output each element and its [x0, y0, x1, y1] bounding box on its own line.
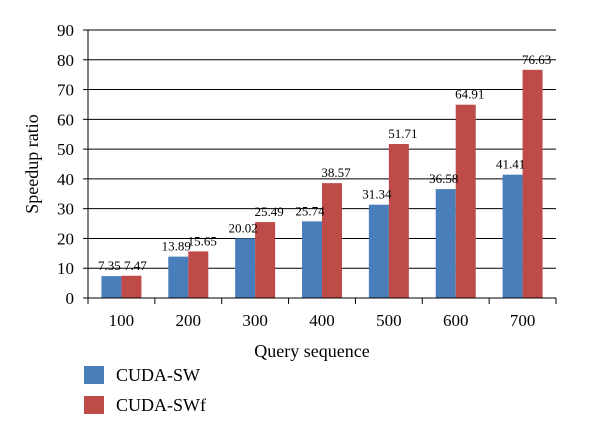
bar-cuda-sw [168, 256, 189, 298]
legend-swatch [84, 396, 104, 414]
y-tick-label: 60 [57, 110, 74, 129]
bar-cuda-sw [435, 189, 456, 298]
data-label: 36.58 [429, 171, 458, 186]
y-tick-label: 80 [57, 51, 74, 70]
data-label: 25.49 [255, 204, 284, 219]
y-tick-label: 70 [57, 81, 74, 100]
bars [101, 69, 543, 298]
bar-cuda-swf [522, 69, 543, 298]
y-tick-label: 50 [57, 140, 74, 159]
bar-cuda-swf [388, 144, 409, 298]
legend-swatch [84, 366, 104, 384]
data-label: 31.34 [362, 187, 392, 202]
legend-label: CUDA-SWf [116, 395, 206, 415]
x-axis-title: Query sequence [254, 341, 369, 361]
data-label: 15.65 [188, 233, 217, 248]
x-tick-label: 600 [443, 311, 469, 330]
data-label: 51.71 [388, 126, 417, 141]
bar-cuda-sw [235, 238, 256, 298]
y-tick-label: 0 [66, 289, 75, 308]
y-tick-label: 30 [57, 200, 74, 219]
y-axis-title: Speedup ratio [22, 114, 42, 213]
y-tick-labels: 0 10 20 30 40 50 60 70 80 90 [57, 21, 74, 308]
data-label: 38.57 [321, 165, 351, 180]
y-tick-label: 20 [57, 229, 74, 248]
bar-cuda-sw [502, 174, 523, 298]
data-label: 64.91 [455, 87, 484, 102]
data-label: 7.47 [124, 258, 147, 273]
x-tick-label: 300 [242, 311, 268, 330]
bar-cuda-swf [455, 104, 476, 298]
x-tick-label: 400 [309, 311, 335, 330]
data-label: 13.89 [162, 239, 191, 254]
data-label: 76.63 [522, 52, 551, 67]
legend: CUDA-SW CUDA-SWf [84, 365, 206, 415]
data-label: 41.41 [496, 157, 525, 172]
data-label: 25.74 [295, 203, 325, 218]
bar-cuda-swf [322, 183, 342, 298]
bar-cuda-swf [188, 251, 209, 298]
data-label: 20.02 [229, 220, 258, 235]
data-label: 7.35 [98, 258, 121, 273]
x-tick-label: 200 [176, 311, 202, 330]
y-tick-label: 90 [57, 21, 74, 40]
bar-cuda-swf [255, 222, 276, 298]
y-tick-label: 10 [57, 259, 74, 278]
y-tick-label: 40 [57, 170, 74, 189]
bar-cuda-sw [368, 204, 389, 298]
x-tick-label: 500 [376, 311, 402, 330]
legend-label: CUDA-SW [116, 365, 200, 385]
x-tick-label: 700 [510, 311, 536, 330]
bar-cuda-sw [302, 221, 322, 298]
bar-cuda-sw [101, 276, 122, 298]
x-tick-labels: 100 200 300 400 500 600 700 [87, 298, 557, 330]
x-tick-label: 100 [109, 311, 135, 330]
bar-cuda-swf [121, 275, 142, 298]
